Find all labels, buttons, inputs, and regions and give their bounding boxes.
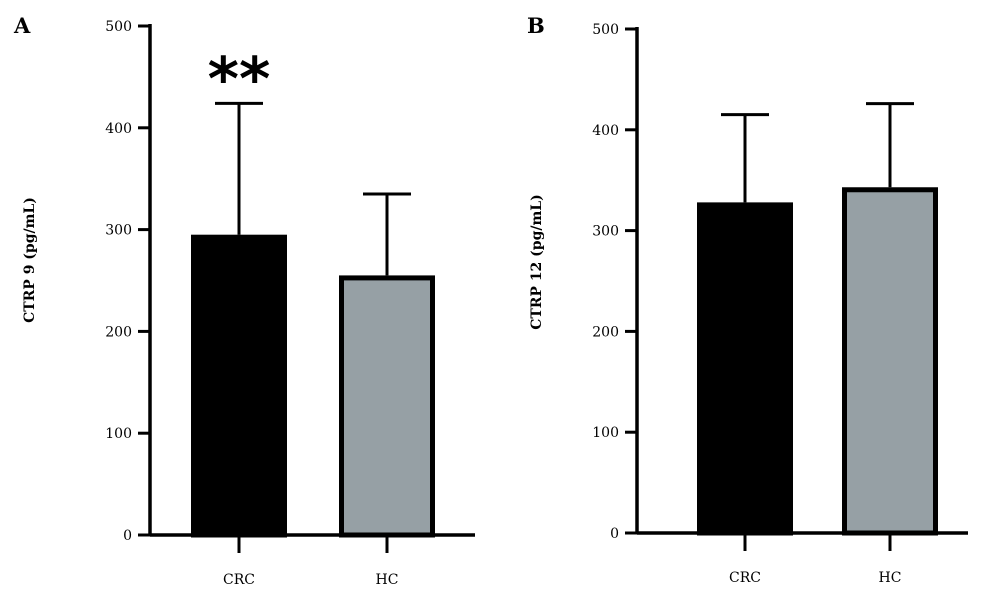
y-tick-label-0: 0: [610, 526, 619, 542]
bar-crc: [697, 202, 793, 536]
panel-letter-b: B: [527, 13, 545, 38]
y-tick-label-500: 500: [592, 22, 619, 38]
x-tick-label-crc: CRC: [223, 572, 255, 588]
y-axis-title-b: CTRP 12 (pg/mL): [529, 194, 545, 330]
y-axis-title-a: CTRP 9 (pg/mL): [22, 197, 38, 323]
y-tick-label-100: 100: [105, 426, 132, 442]
y-tick-label-200: 200: [592, 324, 619, 340]
bar-hc: [842, 187, 938, 536]
y-tick-label-400: 400: [592, 123, 619, 139]
y-tick-label-300: 300: [592, 224, 619, 240]
y-tick-label-400: 400: [105, 121, 132, 137]
x-tick-label-hc: HC: [879, 570, 902, 586]
y-tick-label-300: 300: [105, 223, 132, 239]
x-tick-label-hc: HC: [376, 572, 399, 588]
x-tick-label-crc: CRC: [729, 570, 761, 586]
panel-a: A CTRP 9 (pg/mL) CRC HC 0 100 200 300 400 500 **: [13, 13, 475, 588]
panel-b: B CTRP 12 (pg/mL) CRC HC 0 100 200 300 400 500: [527, 13, 968, 586]
significance-annotation: **: [208, 44, 271, 114]
bar-hc: [339, 275, 435, 538]
y-tick-label-200: 200: [105, 324, 132, 340]
y-tick-label-500: 500: [105, 19, 132, 35]
panel-letter-a: A: [13, 13, 31, 38]
bar-crc: [191, 234, 287, 538]
y-tick-label-100: 100: [592, 425, 619, 441]
y-tick-label-0: 0: [123, 528, 132, 544]
